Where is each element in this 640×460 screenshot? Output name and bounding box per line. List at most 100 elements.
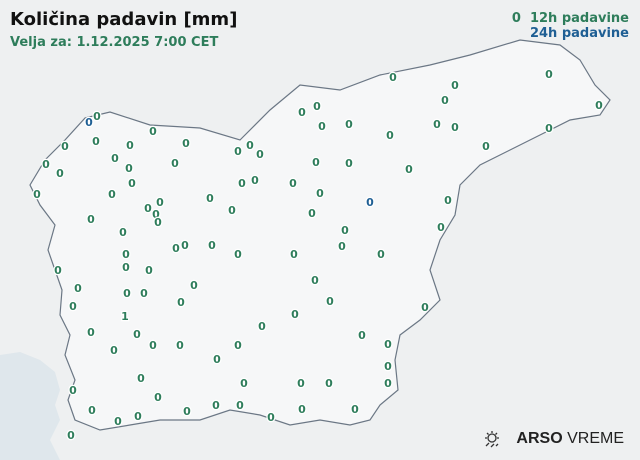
station-value: 0 xyxy=(290,248,298,261)
station-value: 0 xyxy=(137,372,145,385)
station-values: 0 0 0 0 0 0 0 0 0 0 0 0 0 0 0 0 0 0 0 0 0 0 0 0 0 0 0 0 0 0 0 0 0 0 0 0 0 0 0 0… xyxy=(32,67,605,444)
station-value: 0 xyxy=(61,140,69,153)
station-value: 0 xyxy=(351,403,359,416)
station-value: 0 xyxy=(246,139,254,152)
station-value: 0 xyxy=(171,157,179,170)
station-value: 0 xyxy=(208,239,216,252)
station-value: 0 xyxy=(298,106,306,119)
station-value: 0 xyxy=(149,339,157,352)
station-value: 0 xyxy=(234,339,242,352)
station-value: 0 xyxy=(67,429,75,442)
station-value: 0 xyxy=(386,129,394,142)
station-value: 0 xyxy=(316,187,324,200)
station-value: 0 xyxy=(405,163,413,176)
station-value: 0 xyxy=(56,167,64,180)
station-value: 0 xyxy=(183,405,191,418)
station-value: 0 xyxy=(93,110,101,123)
station-value: 0 xyxy=(451,79,459,92)
brand-name: VREME xyxy=(567,430,624,447)
station-value: 0 xyxy=(87,213,95,226)
station-value: 0 xyxy=(128,177,136,190)
station-value: 0 xyxy=(234,248,242,261)
station-value: 0 xyxy=(134,410,142,423)
station-value: 0 xyxy=(451,121,459,134)
station-value: 0 xyxy=(421,301,429,314)
brand-bold: ARSO xyxy=(516,430,563,447)
station-value: 0 xyxy=(308,207,316,220)
map-title: Količina padavin [mm] xyxy=(10,9,238,30)
station-value: 0 xyxy=(444,194,452,207)
station-value: 0 xyxy=(437,221,445,234)
station-value: 0 xyxy=(291,308,299,321)
station-value: 0 xyxy=(256,148,264,161)
station-value: 0 xyxy=(433,118,441,131)
station-value: 0 xyxy=(33,188,41,201)
station-value: 1 xyxy=(121,310,129,323)
valid-time: Velja za: 1.12.2025 7:00 CET xyxy=(10,35,219,50)
station-value: 0 xyxy=(384,360,392,373)
station-value: 0 xyxy=(358,329,366,342)
station-value: 0 xyxy=(289,177,297,190)
legend-symbol: 0 xyxy=(511,11,521,26)
legend-24h: 24h padavine xyxy=(529,26,629,41)
station-value: 0 xyxy=(87,326,95,339)
station-value: 0 xyxy=(154,391,162,404)
station-value: 0 xyxy=(345,157,353,170)
station-value: 0 xyxy=(152,208,160,221)
station-value: 0 xyxy=(238,177,246,190)
station-value: 0 xyxy=(228,204,236,217)
station-value: 0 xyxy=(312,156,320,169)
station-value: 0 xyxy=(122,261,130,274)
station-value: 0 xyxy=(144,202,152,215)
station-value: 0 xyxy=(311,274,319,287)
station-value: 0 xyxy=(74,282,82,295)
station-value: 0 xyxy=(545,122,553,135)
station-value: 0 xyxy=(206,192,214,205)
sea xyxy=(0,352,60,460)
station-value: 0 xyxy=(441,94,449,107)
station-value: 0 xyxy=(69,384,77,397)
station-value: 0 xyxy=(122,248,130,261)
station-value: 0 xyxy=(149,125,157,138)
station-value: 0 xyxy=(213,353,221,366)
station-value: 0 xyxy=(338,240,346,253)
station-value: 0 xyxy=(92,135,100,148)
station-value: 0 xyxy=(140,287,148,300)
station-value: 0 xyxy=(240,377,248,390)
station-value: 0 xyxy=(133,328,141,341)
station-value: 0 xyxy=(176,339,184,352)
station-value: 0 xyxy=(366,196,374,209)
station-value: 0 xyxy=(384,377,392,390)
station-value: 0 xyxy=(181,239,189,252)
station-value: 0 xyxy=(212,399,220,412)
arso-logo: ARSO VREME xyxy=(482,430,624,448)
station-value: 0 xyxy=(325,377,333,390)
station-value: 0 xyxy=(119,226,127,239)
station-value: 0 xyxy=(377,248,385,261)
station-value: 0 xyxy=(110,344,118,357)
station-value: 0 xyxy=(88,404,96,417)
station-value: 0 xyxy=(313,100,321,113)
station-value: 0 xyxy=(114,415,122,428)
station-value: 0 xyxy=(126,139,134,152)
station-value: 0 xyxy=(156,196,164,209)
station-value: 0 xyxy=(85,116,93,129)
station-value: 0 xyxy=(234,145,242,158)
station-value: 0 xyxy=(42,158,50,171)
station-value: 0 xyxy=(297,377,305,390)
station-value: 0 xyxy=(545,68,553,81)
station-value: 0 xyxy=(125,162,133,175)
station-value: 0 xyxy=(111,152,119,165)
station-value: 0 xyxy=(123,287,131,300)
station-value: 0 xyxy=(251,174,259,187)
station-value: 0 xyxy=(482,140,490,153)
station-value: 0 xyxy=(384,338,392,351)
station-value: 0 xyxy=(267,411,275,424)
station-value: 0 xyxy=(177,296,185,309)
sun-rain-icon xyxy=(485,431,500,448)
station-value: 0 xyxy=(54,264,62,277)
station-value: 0 xyxy=(154,216,162,229)
station-value: 0 xyxy=(258,320,266,333)
legend-12h: 0 12h padavine xyxy=(512,11,629,26)
